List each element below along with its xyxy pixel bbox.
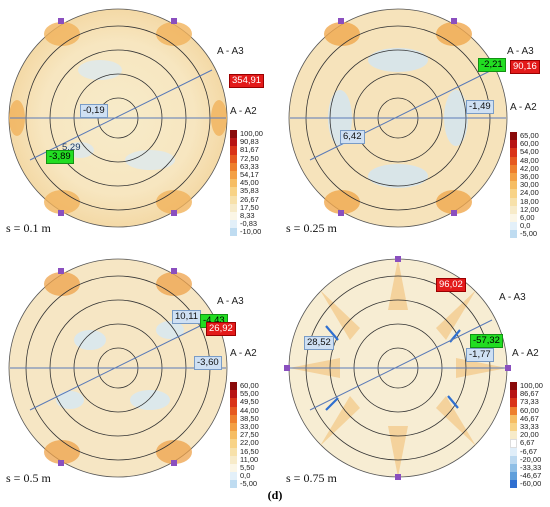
- value-badge: -3,89: [46, 150, 74, 164]
- legend-value: -10,00: [240, 227, 262, 237]
- legend-value: 12,00: [520, 204, 539, 214]
- value-badge: -3,60: [194, 356, 222, 370]
- panel-s-0-1: A - A3 A - A2 354,91 -0,19 5,29 -3,89 10…: [0, 0, 270, 240]
- value-badge: 28,52: [304, 336, 334, 350]
- legend-value: 60,00: [240, 381, 259, 391]
- legend-value: -5,00: [240, 479, 258, 489]
- legend-value: 30,00: [520, 180, 539, 190]
- panel-s-0-25: A - A3 A - A2 -2,21 90,16 -1,49 6,42 65,…: [280, 0, 550, 240]
- axis-label-a2: A - A2: [229, 348, 258, 359]
- legend-value: 24,00: [520, 188, 539, 198]
- section-a3: [29, 69, 213, 161]
- s-label: s = 0.25 m: [284, 221, 339, 236]
- legend-value: 55,00: [240, 389, 259, 399]
- legend-value: 48,00: [520, 155, 539, 165]
- legend-value: 18,00: [520, 196, 539, 206]
- legend-value: 26,67: [240, 194, 259, 204]
- legend-value: 72,50: [240, 153, 259, 163]
- legend-value: 90,83: [240, 137, 259, 147]
- value-badge: -0,19: [80, 104, 108, 118]
- panel-s-0-5: A - A3 A - A2 10,11 -4,43 26,92 -3,60 60…: [0, 250, 270, 490]
- legend-value: 20,00: [520, 430, 539, 440]
- section-a3: [309, 69, 493, 161]
- legend-value: 36,00: [520, 172, 539, 182]
- legend-value: 5,50: [240, 462, 255, 472]
- value-badge: -1,77: [466, 348, 494, 362]
- color-legend: 100,00 86,67 73,33 60,00 46,67 33,33 20,…: [510, 381, 550, 489]
- s-label: s = 0.75 m: [284, 471, 339, 486]
- value-badge: 6,42: [340, 130, 365, 144]
- contour-plot: [288, 8, 508, 228]
- legend-value: 49,50: [240, 397, 259, 407]
- legend-value: 63,33: [240, 161, 259, 171]
- legend-value: -5,00: [520, 229, 538, 239]
- value-badge: -2,21: [478, 58, 506, 72]
- legend-value: -60,00: [520, 479, 542, 489]
- legend-value: 60,00: [520, 405, 539, 415]
- legend-value: 44,00: [240, 405, 259, 415]
- legend-value: 60,00: [520, 139, 539, 149]
- legend-value: 6,00: [520, 212, 535, 222]
- section-a3: [29, 319, 213, 411]
- s-label: s = 0.1 m: [4, 221, 53, 236]
- color-legend: 100,00 90,83 81,67 72,50 63,33 54,17 45,…: [230, 129, 270, 237]
- axis-label-a3: A - A3: [498, 292, 527, 303]
- legend-value: 17,50: [240, 202, 259, 212]
- value-badge: 354,91: [229, 74, 265, 88]
- legend-value: 0,0: [520, 221, 531, 231]
- value-label: 5,29: [62, 142, 81, 153]
- legend-value: -20,00: [520, 454, 542, 464]
- legend-value: 86,67: [520, 389, 539, 399]
- legend-value: 42,00: [520, 163, 539, 173]
- s-label: s = 0.5 m: [4, 471, 53, 486]
- legend-value: 22,00: [240, 438, 259, 448]
- legend-value: 45,00: [240, 178, 259, 188]
- value-badge: 10,11: [172, 310, 202, 324]
- legend-value: 35,83: [240, 186, 259, 196]
- section-a3: [309, 319, 493, 411]
- legend-value: -6,67: [520, 446, 538, 456]
- value-badge: 90,16: [510, 60, 540, 74]
- legend-value: 6,67: [520, 438, 535, 448]
- value-badge: 96,02: [436, 278, 466, 292]
- legend-value: 81,67: [240, 145, 259, 155]
- legend-value: 38,50: [240, 413, 259, 423]
- legend-value: 33,00: [240, 422, 259, 432]
- axis-label-a2: A - A2: [229, 106, 258, 117]
- legend-value: 8,33: [240, 210, 255, 220]
- legend-value: 0,0: [240, 471, 251, 481]
- axis-label-a2: A - A2: [511, 348, 540, 359]
- legend-value: 100,00: [240, 129, 263, 139]
- legend-value: 54,17: [240, 170, 259, 180]
- legend-value: 46,67: [520, 413, 539, 423]
- axis-label-a3: A - A3: [216, 296, 245, 307]
- value-badge: -57,32: [470, 334, 503, 348]
- legend-value: 73,33: [520, 397, 539, 407]
- legend-value: 11,00: [240, 454, 259, 464]
- legend-value: 16,50: [240, 446, 259, 456]
- legend-value: -46,67: [520, 471, 542, 481]
- value-badge: -1,49: [466, 100, 494, 114]
- color-legend: 60,00 55,00 49,50 44,00 38,50 33,00 27,5…: [230, 381, 270, 489]
- axis-label-a3: A - A3: [506, 46, 535, 57]
- legend-value: 65,00: [520, 131, 539, 141]
- axis-label-a2: A - A2: [509, 102, 538, 113]
- legend-value: 33,33: [520, 422, 539, 432]
- legend-value: 54,00: [520, 147, 539, 157]
- figure-label: (d): [267, 488, 283, 502]
- contour-plot: [284, 256, 511, 480]
- axis-label-a3: A - A3: [216, 46, 245, 57]
- legend-value: 27,50: [240, 430, 259, 440]
- legend-value: -33,33: [520, 462, 542, 472]
- value-badge: 26,92: [206, 322, 236, 336]
- color-legend: 65,00 60,00 54,00 48,00 42,00 36,00 30,0…: [510, 131, 550, 239]
- contour-plot: [8, 8, 228, 228]
- legend-value: -0,83: [240, 219, 258, 229]
- panel-s-0-75: A - A3 A - A2 96,02 -57,32 28,52 -1,77 1…: [280, 250, 550, 490]
- legend-value: 100,00: [520, 381, 543, 391]
